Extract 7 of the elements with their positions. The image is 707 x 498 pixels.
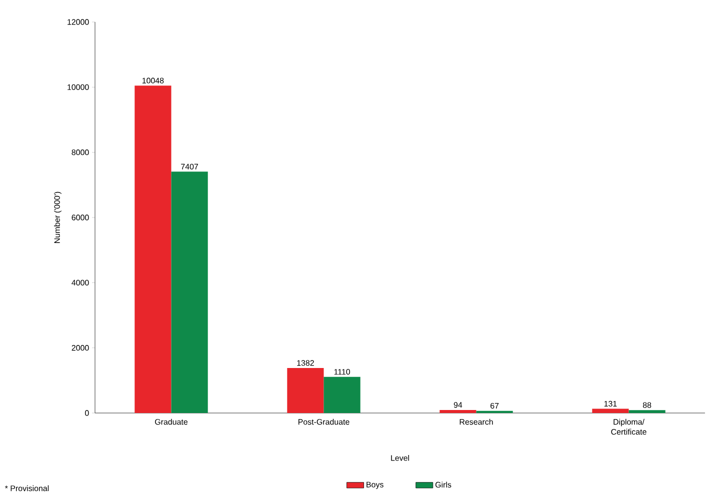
bar — [287, 368, 324, 413]
bar — [628, 410, 666, 413]
bar — [440, 410, 476, 413]
bar — [592, 408, 629, 413]
bar — [171, 172, 208, 413]
bar — [324, 376, 360, 413]
bar — [134, 86, 172, 413]
